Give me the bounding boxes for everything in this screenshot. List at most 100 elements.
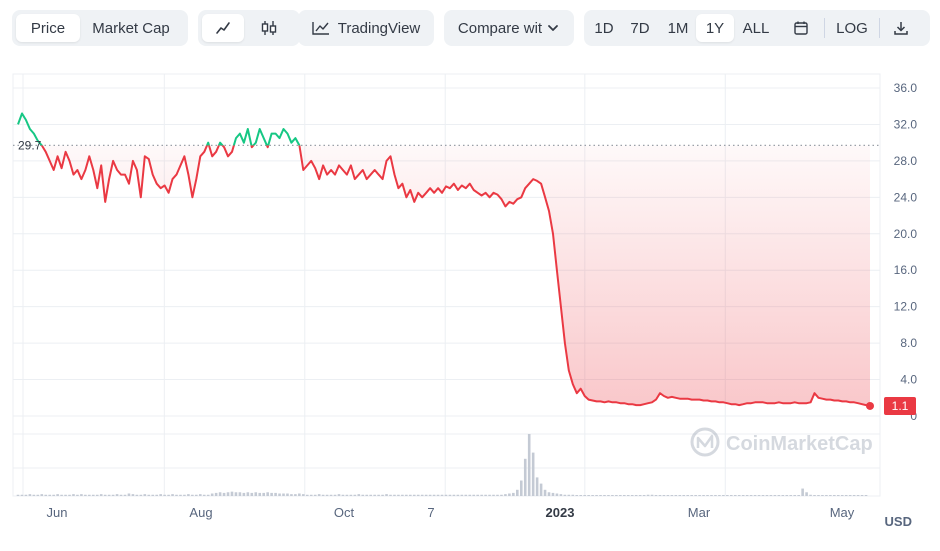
compare-group: Compare wit [444, 10, 574, 46]
volume-bar [238, 492, 242, 496]
volume-bar [151, 494, 155, 496]
volume-bar [135, 494, 139, 496]
volume-bar [424, 494, 428, 496]
volume-bar [583, 495, 586, 496]
range-1d[interactable]: 1D [594, 19, 614, 37]
download-icon [893, 20, 909, 36]
volume-bar [464, 494, 468, 496]
volume-bar [222, 492, 226, 496]
line-chart-button[interactable] [202, 14, 244, 42]
price-chart[interactable]: 29.7 36.0 32.0 28.0 24.0 20.0 16.0 12.0 8.0 4.0 0… [0, 60, 940, 546]
volume-bar [147, 494, 151, 496]
compare-dropdown[interactable]: Compare wit [448, 14, 570, 42]
volume-bar [623, 495, 626, 496]
tab-market-cap[interactable]: Market Cap [92, 19, 170, 37]
range-7d[interactable]: 7D [630, 19, 650, 37]
volume-bar [698, 495, 701, 496]
volume-bar [634, 495, 638, 496]
volume-bar [504, 494, 507, 496]
volume-bar [321, 494, 325, 496]
chart-type-tabs: Price Market Cap [12, 10, 188, 46]
volume-bar [864, 495, 868, 496]
volume-bar [591, 495, 594, 496]
volume-bar [242, 492, 246, 496]
chart-style-toggle [198, 10, 300, 46]
volume-bar [587, 495, 590, 496]
volume-bar [278, 493, 281, 496]
range-1m[interactable]: 1M [667, 19, 689, 37]
calendar-button[interactable] [778, 14, 824, 42]
volume-bar [262, 492, 265, 496]
volume-bar [48, 494, 52, 496]
volume-bar [516, 489, 519, 496]
volume-bar [381, 494, 384, 496]
volume-bar [674, 495, 678, 496]
volume-bar [543, 489, 547, 496]
volume-bar [32, 494, 36, 496]
log-toggle[interactable]: LOG [836, 19, 868, 37]
volume-bar [28, 494, 32, 496]
volume-bars [16, 434, 868, 496]
volume-bar [258, 492, 262, 496]
volume-bar [500, 494, 503, 496]
volume-bar [345, 494, 349, 496]
x-tick-label: Mar [688, 505, 711, 520]
x-tick-label: May [830, 505, 855, 520]
calendar-icon [793, 20, 809, 36]
volume-bar [20, 494, 24, 496]
volume-bar [468, 494, 472, 496]
volume-bar [733, 495, 737, 496]
volume-bar [682, 495, 686, 496]
volume-bar [654, 495, 658, 496]
volume-bar [571, 494, 575, 496]
y-tick-label: 24.0 [894, 190, 918, 204]
volume-bar [535, 477, 539, 496]
volume-bar [159, 494, 162, 496]
volume-bar [401, 494, 404, 496]
volume-bar [179, 494, 182, 496]
volume-bar [793, 495, 797, 496]
volume-bar [76, 494, 79, 496]
chart-toolbar: Price Market Cap TradingView Compare wit [12, 10, 930, 46]
volume-bar [325, 494, 329, 496]
volume-bar [710, 495, 713, 496]
range-all[interactable]: ALL [742, 19, 770, 37]
volume-bar [175, 494, 178, 496]
y-tick-label: 16.0 [894, 263, 918, 277]
candlestick-button[interactable] [244, 14, 294, 42]
tradingview-button[interactable]: TradingView [302, 14, 430, 42]
y-tick-label: 4.0 [900, 373, 917, 387]
price-chart-svg: 29.7 36.0 32.0 28.0 24.0 20.0 16.0 12.0 8.0 4.0 0… [12, 73, 918, 529]
volume-bar [785, 495, 789, 496]
volume-bar [726, 495, 729, 496]
volume-bar [508, 493, 511, 496]
volume-bar [825, 495, 828, 496]
y-tick-label: 0 [910, 409, 917, 423]
volume-bar [492, 494, 495, 496]
volume-bar [337, 494, 341, 496]
volume-bar [416, 494, 420, 496]
volume-bar [365, 494, 369, 496]
volume-bar [761, 495, 765, 496]
volume-bar [246, 492, 250, 496]
volume-bar [757, 495, 761, 496]
tab-price[interactable]: Price [16, 14, 80, 42]
volume-bar [432, 494, 436, 496]
range-1y[interactable]: 1Y [696, 14, 734, 42]
volume-bar [305, 494, 309, 496]
volume-bar [694, 495, 697, 496]
volume-bar [484, 494, 487, 496]
y-tick-label: 8.0 [900, 336, 917, 350]
volume-bar [789, 495, 793, 496]
download-button[interactable] [880, 14, 922, 42]
volume-bar [539, 483, 543, 496]
volume-bar [167, 494, 170, 496]
volume-bar [72, 494, 75, 496]
volume-bar [230, 491, 234, 496]
volume-bar [737, 495, 741, 496]
volume-bar [377, 494, 380, 496]
volume-bar [44, 494, 48, 496]
volume-bar [80, 494, 83, 496]
volume-bar [405, 494, 408, 496]
volume-bar [801, 488, 804, 496]
